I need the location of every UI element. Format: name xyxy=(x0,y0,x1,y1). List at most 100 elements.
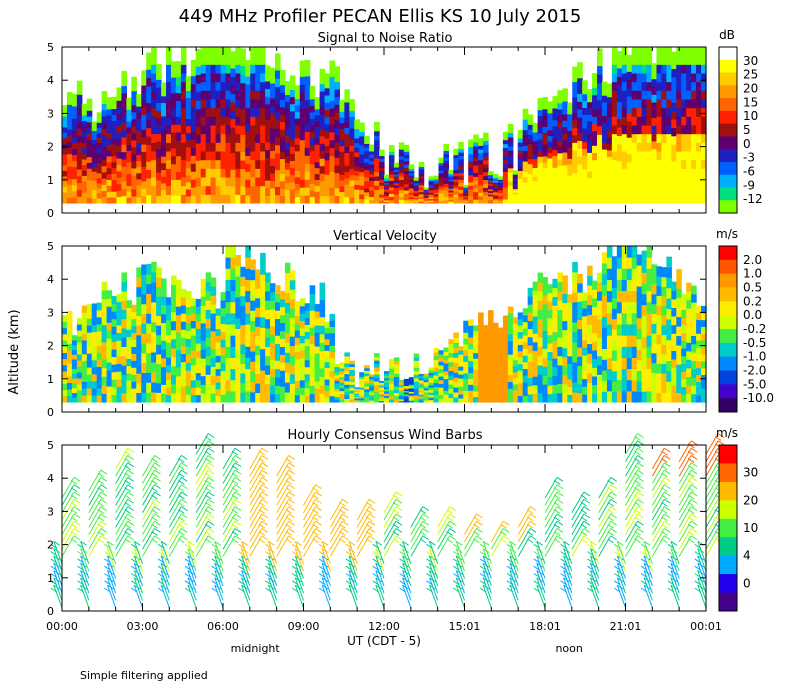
snr-cell xyxy=(661,168,667,178)
wind-barb xyxy=(625,433,644,455)
snr-cell xyxy=(438,160,445,164)
velocity-cell xyxy=(344,377,350,382)
velocity-cell xyxy=(66,369,73,377)
velocity-cell xyxy=(369,376,375,379)
velocity-cell xyxy=(621,301,628,314)
snr-cell xyxy=(458,186,464,190)
velocity-cell xyxy=(597,365,603,375)
snr-cell xyxy=(686,168,692,178)
velocity-cell xyxy=(438,361,445,366)
wind-barb xyxy=(276,498,295,521)
wind-barb xyxy=(678,491,698,513)
snr-cell xyxy=(572,104,578,113)
snr-cell xyxy=(611,47,618,57)
snr-cell xyxy=(621,81,628,91)
velocity-cell xyxy=(270,325,276,335)
snr-cell xyxy=(656,73,663,83)
snr-cell xyxy=(641,151,648,161)
velocity-cell xyxy=(492,362,499,369)
velocity-cell xyxy=(374,398,380,403)
velocity-cell xyxy=(492,345,499,352)
velocity-cell xyxy=(289,373,296,384)
snr-cell xyxy=(210,73,217,83)
snr-cell xyxy=(66,153,73,161)
velocity-cell xyxy=(71,339,78,346)
velocity-cell xyxy=(428,394,435,398)
snr-cell xyxy=(151,151,157,161)
snr-cell xyxy=(364,147,370,152)
velocity-cell xyxy=(433,359,440,364)
snr-cell xyxy=(433,186,440,189)
wind-barb xyxy=(678,513,698,535)
snr-cell xyxy=(468,188,474,193)
snr-cell xyxy=(339,117,345,124)
wind-barb xyxy=(168,506,188,528)
snr-cell xyxy=(309,111,316,119)
velocity-cell xyxy=(701,395,707,403)
snr-cell xyxy=(433,199,440,203)
snr-cell xyxy=(443,186,449,191)
snr-cell xyxy=(175,163,182,172)
velocity-cell xyxy=(220,299,227,309)
velocity-cell xyxy=(527,320,534,330)
snr-cell xyxy=(210,116,217,126)
velocity-cell xyxy=(106,378,113,387)
velocity-cell xyxy=(81,374,88,382)
velocity-cell xyxy=(656,295,663,306)
snr-cell xyxy=(121,100,127,109)
snr-cell xyxy=(101,147,108,154)
snr-cell xyxy=(497,183,504,186)
snr-cell xyxy=(403,183,410,188)
velocity-cell xyxy=(651,303,658,315)
velocity-cell xyxy=(111,371,118,380)
velocity-cell xyxy=(175,332,182,342)
snr-cell xyxy=(329,179,336,188)
velocity-cell xyxy=(473,336,479,343)
snr-cell xyxy=(686,90,692,100)
snr-cell xyxy=(661,81,667,91)
velocity-cell xyxy=(552,384,558,394)
snr-cell xyxy=(255,159,261,169)
snr-cell xyxy=(210,168,217,178)
snr-cell xyxy=(676,99,682,109)
velocity-cell xyxy=(354,392,360,395)
velocity-cell xyxy=(195,365,202,374)
snr-cell xyxy=(388,148,395,153)
velocity-cell xyxy=(369,396,375,399)
velocity-cell xyxy=(492,339,499,346)
snr-cell xyxy=(483,195,489,200)
snr-cell xyxy=(557,115,563,123)
velocity-cell xyxy=(270,351,276,361)
snr-cell xyxy=(661,90,667,100)
velocity-cell xyxy=(413,374,420,379)
velocity-cell xyxy=(428,389,435,393)
velocity-cell xyxy=(562,356,568,367)
snr-cell xyxy=(497,191,504,194)
snr-cell xyxy=(463,193,469,196)
snr-cell xyxy=(334,81,341,90)
snr-cell xyxy=(96,177,103,184)
snr-cell xyxy=(572,157,578,166)
velocity-cell xyxy=(616,324,623,336)
velocity-cell xyxy=(606,290,613,303)
velocity-cell xyxy=(284,362,291,373)
snr-cell xyxy=(488,171,494,174)
snr-cell xyxy=(230,51,236,61)
snr-cell xyxy=(473,180,479,185)
velocity-cell xyxy=(393,398,400,403)
snr-cell xyxy=(696,107,702,117)
snr-cell xyxy=(636,64,643,74)
velocity-cell xyxy=(245,246,251,258)
snr-cell xyxy=(537,138,544,146)
snr-cell xyxy=(626,87,633,97)
velocity-cell xyxy=(299,327,306,336)
velocity-cell xyxy=(641,250,648,263)
snr-cell xyxy=(170,171,177,180)
velocity-cell xyxy=(131,304,137,313)
snr-cell xyxy=(403,180,410,185)
velocity-cell xyxy=(334,396,341,400)
velocity-cell xyxy=(473,363,479,370)
wind-barb xyxy=(115,513,134,535)
snr-cell xyxy=(611,142,618,152)
velocity-cell xyxy=(314,325,321,333)
